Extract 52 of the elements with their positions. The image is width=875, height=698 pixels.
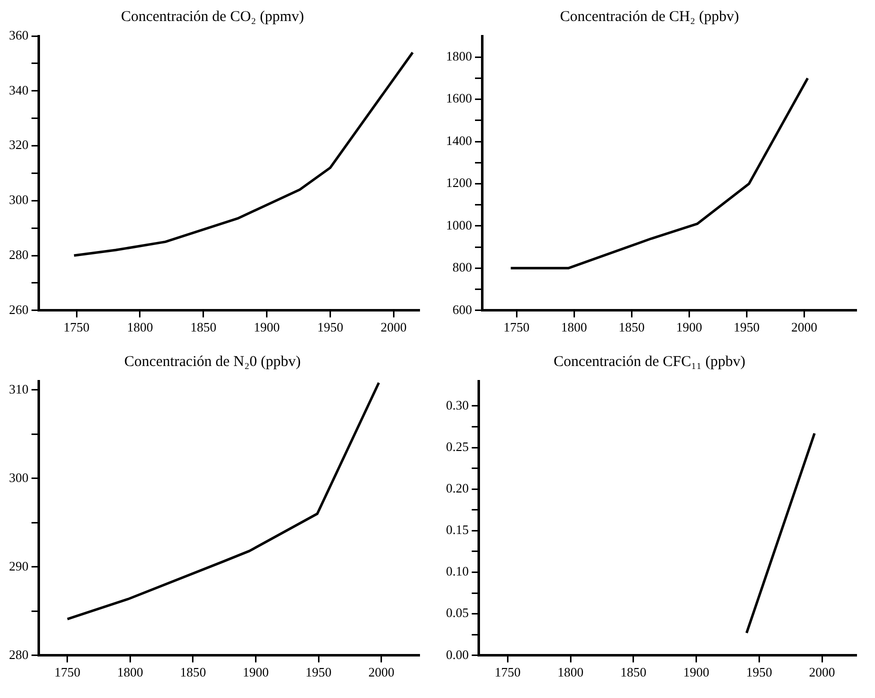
y-tick-label: 290 [9,558,28,574]
chart-title: Concentración de CH₂ (ppbv) [560,8,739,25]
y-tick-label: 340 [9,82,28,98]
y-tick-label: 0.00 [446,646,469,662]
y-tick-label: 600 [452,302,472,317]
x-tick-label: 2000 [368,664,394,680]
x-tick-label: 1950 [734,320,760,335]
y-tick-label: 0.05 [446,605,469,620]
x-tick-label: 1750 [64,320,90,335]
x-tick-label: 1800 [117,664,144,680]
y-tick-label: 1800 [446,48,472,64]
x-tick-label: 2000 [791,320,818,335]
x-tick-label: 1850 [180,664,206,680]
x-tick-label: 1750 [54,664,80,680]
y-tick-label: 260 [9,302,28,317]
x-tick-label: 1950 [746,664,772,680]
chart-title: Concentración de CFC₁₁ (ppbv) [554,354,746,370]
chart-title: Concentración de N₂0 (ppbv) [124,354,301,370]
y-tick-label: 0.15 [446,522,469,538]
y-tick-label: 310 [9,381,28,396]
y-tick-label: 360 [9,27,28,42]
x-tick-label: 1900 [242,664,269,680]
y-tick-label: 0.10 [446,564,469,579]
x-tick-label: 1950 [306,664,332,680]
x-tick-label: 2000 [809,664,836,680]
x-tick-label: 1850 [620,664,646,680]
y-tick-label: 280 [9,646,28,662]
y-tick-label: 1600 [446,90,472,106]
y-tick-label: 300 [9,192,28,208]
x-tick-label: 1900 [683,664,710,680]
x-tick-label: 1950 [317,320,344,335]
x-tick-label: 1750 [504,320,530,335]
x-tick-label: 2000 [380,320,407,335]
y-tick-label: 300 [9,470,28,485]
x-tick-label: 1800 [558,664,584,680]
x-tick-label: 1800 [561,320,588,335]
x-tick-label: 1850 [190,320,216,335]
x-tick-label: 1900 [254,320,280,335]
y-tick-label: 280 [9,246,28,262]
x-tick-label: 1900 [676,320,702,335]
x-tick-label: 1750 [494,664,521,680]
y-tick-label: 0.30 [446,397,469,412]
y-tick-label: 1000 [446,217,472,232]
chart-title: Concentración de CO₂ (ppmv) [120,8,304,25]
y-tick-label: 320 [9,137,28,152]
y-tick-label: 0.20 [446,480,469,496]
y-tick-label: 0.25 [446,438,469,454]
y-tick-label: 1200 [446,175,472,190]
x-tick-label: 1800 [126,320,153,335]
y-tick-label: 1400 [446,132,472,148]
y-tick-label: 800 [452,260,472,275]
x-tick-label: 1850 [618,320,645,335]
